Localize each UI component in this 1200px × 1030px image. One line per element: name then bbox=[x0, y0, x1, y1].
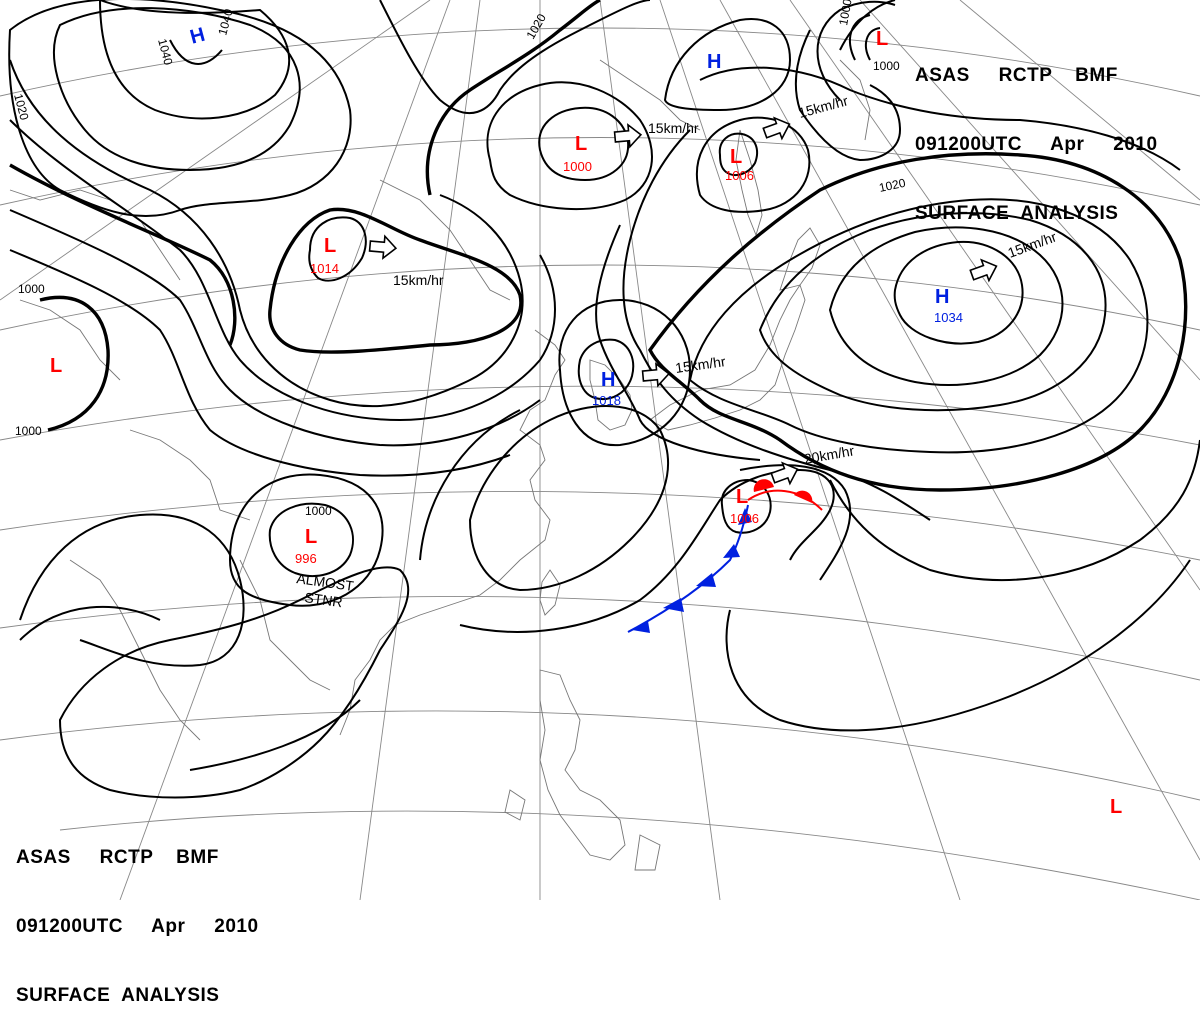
high-center-symbol: H bbox=[601, 369, 615, 391]
low-center-symbol: L bbox=[50, 355, 62, 377]
high-center-symbol: H bbox=[188, 24, 208, 49]
movement-speed: 15km/hr bbox=[648, 120, 699, 136]
isobar-label: 1000 bbox=[15, 424, 42, 438]
map-header-top: ASAS RCTP BMF 091200UTC Apr 2010 SURFACE… bbox=[915, 18, 1158, 248]
high-center: H bbox=[188, 24, 208, 49]
low-center: L bbox=[1110, 796, 1122, 818]
pressure-value: 1034 bbox=[934, 310, 963, 325]
low-center-symbol: L bbox=[305, 526, 317, 548]
isobar-label: 1040 bbox=[215, 7, 236, 37]
high-center: H 1018 bbox=[592, 369, 621, 408]
low-center-symbol: L bbox=[324, 235, 336, 257]
warm-front-bump bbox=[794, 490, 813, 503]
pressure-centers: H L 1014 L 1000 L 1006 H L H 1034 H 1018… bbox=[50, 24, 1122, 818]
low-center: L bbox=[50, 355, 62, 377]
movement-speed: 20km/hr bbox=[803, 442, 856, 467]
low-center: L 1014 bbox=[310, 235, 339, 276]
low-center: L 996 bbox=[295, 526, 317, 566]
high-center: H 1034 bbox=[934, 286, 963, 325]
header-time-line: 091200UTC Apr 2010 bbox=[16, 916, 259, 937]
header-product-line: ASAS RCTP BMF bbox=[915, 65, 1118, 86]
movement-speed: 15km/hr bbox=[674, 353, 727, 376]
stationary-note: ALMOST STNR bbox=[296, 570, 356, 610]
isobar-label: 1000 bbox=[305, 504, 332, 518]
header-title-line: SURFACE ANALYSIS bbox=[915, 203, 1119, 224]
movement-speed: 15km/hr bbox=[393, 272, 444, 288]
high-center-symbol: H bbox=[935, 286, 949, 308]
low-center: L 1006 bbox=[725, 146, 754, 183]
stationary-note-line: STNR bbox=[304, 589, 344, 610]
low-center-symbol: L bbox=[730, 146, 742, 168]
pressure-value: 1014 bbox=[310, 261, 339, 276]
warm-front bbox=[747, 479, 823, 511]
low-center-symbol: L bbox=[1110, 796, 1122, 818]
movement-arrow-icon bbox=[613, 123, 643, 149]
cold-front-barb bbox=[632, 621, 650, 633]
cold-front bbox=[627, 504, 752, 633]
pressure-value: 1006 bbox=[725, 168, 754, 183]
isobar-labels: 1040 1040 1020 1020 1020 1000 1000 1000 … bbox=[11, 0, 907, 518]
isobar-label: 1020 bbox=[523, 11, 549, 41]
high-center-symbol: H bbox=[707, 51, 721, 73]
map-header-bottom: ASAS RCTP BMF 091200UTC Apr 2010 SURFACE… bbox=[16, 800, 259, 1030]
movement-arrow-icon bbox=[641, 362, 671, 388]
isobar-label: 1000 bbox=[18, 282, 45, 296]
movement-arrow-icon bbox=[762, 116, 791, 141]
isobars bbox=[8, 0, 1200, 799]
low-center-symbol: L bbox=[575, 133, 587, 155]
isobar-label: 1020 bbox=[878, 176, 907, 195]
isobar-label: 1020 bbox=[11, 92, 32, 122]
low-center: L bbox=[876, 28, 888, 50]
cold-front-barb bbox=[723, 544, 740, 558]
isobar-label: 1000 bbox=[836, 0, 854, 27]
movement-arrow-icon bbox=[368, 234, 398, 260]
header-time-line: 091200UTC Apr 2010 bbox=[915, 134, 1158, 155]
movement-arrow-icon bbox=[770, 461, 799, 486]
graticule bbox=[0, 0, 1200, 900]
low-center: L 1000 bbox=[563, 133, 592, 174]
movement-speed: 15km/hr bbox=[797, 92, 850, 121]
pressure-value: 1018 bbox=[592, 393, 621, 408]
header-product-line: ASAS RCTP BMF bbox=[16, 847, 219, 868]
low-center-symbol: L bbox=[876, 28, 888, 50]
stationary-note-line: ALMOST bbox=[296, 570, 356, 594]
high-center: H bbox=[707, 51, 721, 73]
isobar-label: 1040 bbox=[155, 37, 176, 67]
movement-arrow-icon bbox=[969, 258, 998, 283]
low-center: L 1006 bbox=[730, 486, 759, 526]
isobar-label: 1000 bbox=[873, 59, 900, 73]
pressure-value: 1006 bbox=[730, 511, 759, 526]
low-center-symbol: L bbox=[736, 486, 748, 508]
surface-analysis-map: 1040 1040 1020 1020 1020 1000 1000 1000 … bbox=[0, 0, 1200, 900]
cold-front-barb bbox=[663, 598, 684, 612]
cold-front-barb bbox=[738, 508, 752, 525]
pressure-value: 996 bbox=[295, 551, 317, 566]
header-title-line: SURFACE ANALYSIS bbox=[16, 985, 220, 1006]
pressure-value: 1000 bbox=[563, 159, 592, 174]
warm-front-bump bbox=[753, 479, 774, 492]
cold-front-barb bbox=[696, 573, 716, 587]
